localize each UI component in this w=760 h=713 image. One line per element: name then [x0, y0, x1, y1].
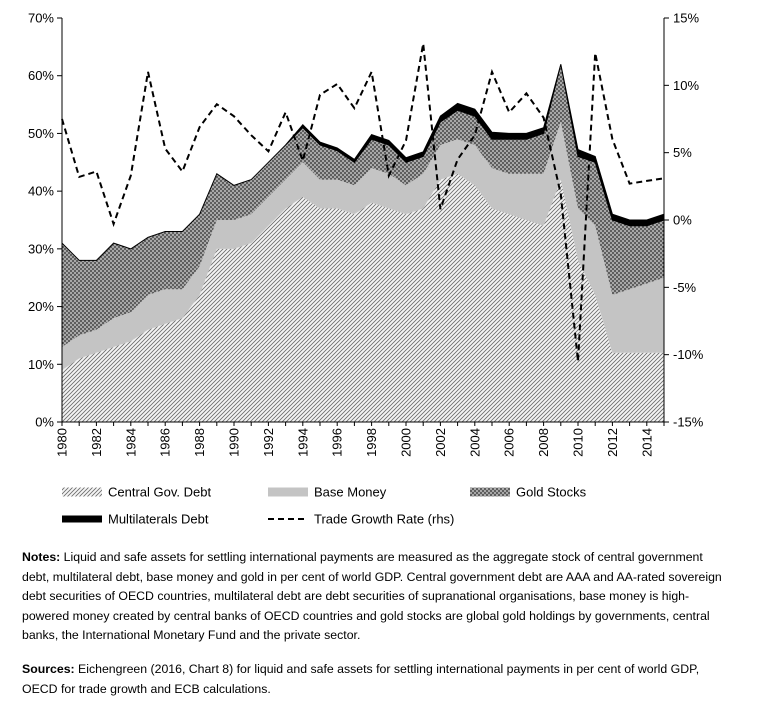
x-tick-label: 1988: [192, 428, 207, 457]
y-left-tick-label: 30%: [28, 241, 54, 256]
plot-area: [61, 43, 665, 422]
y-right-tick-label: -10%: [673, 347, 704, 362]
legend-item-gold: Gold Stocks: [470, 485, 587, 500]
y-left-tick-label: 60%: [28, 68, 54, 83]
notes-text: Liquid and safe assets for settling inte…: [22, 550, 722, 643]
y-right-tick-label: -15%: [673, 415, 704, 430]
legend-item-base: Base Money: [268, 485, 387, 500]
legend-item-trade: Trade Growth Rate (rhs): [268, 512, 454, 527]
x-tick-label: 2000: [399, 428, 414, 457]
x-tick-label: 1982: [89, 428, 104, 457]
legend-swatch: [268, 487, 308, 497]
legend-swatch: [62, 515, 102, 523]
x-tick-label: 2006: [502, 428, 517, 457]
notes-label: Notes:: [22, 550, 61, 564]
x-tick-label: 1980: [55, 428, 70, 457]
y-left-tick-label: 70%: [28, 11, 54, 26]
x-tick-label: 2002: [433, 428, 448, 457]
x-tick-label: 1984: [123, 428, 138, 457]
sources-text: Eichengreen (2016, Chart 8) for liquid a…: [22, 661, 700, 696]
notes-paragraph: Notes: Liquid and safe assets for settli…: [22, 548, 722, 646]
x-tick-label: 1992: [261, 428, 276, 457]
legend-label: Trade Growth Rate (rhs): [314, 512, 454, 527]
axes: 0% 10% 20% 30% 40% 50% 60% 70% -15% -10% -5% 0% 5% 10…: [28, 11, 704, 457]
sources-label: Sources:: [22, 661, 75, 676]
central-gov-debt-area: [62, 173, 664, 422]
x-tick-label: 1986: [158, 428, 173, 457]
notes-section: Notes: Liquid and safe assets for settli…: [22, 548, 722, 713]
y-right-tick-label: 15%: [673, 11, 699, 26]
x-tick-label: 2008: [536, 428, 551, 457]
legend-swatch: [62, 487, 102, 497]
x-tick-label: 2014: [639, 428, 654, 457]
legend-item-multi: Multilaterals Debt: [62, 512, 209, 527]
legend-label: Base Money: [314, 485, 387, 500]
y-left-tick-label: 20%: [28, 299, 54, 314]
legend-label: Gold Stocks: [516, 485, 587, 500]
y-right-tick-label: 10%: [673, 78, 699, 93]
x-tick-label: 2010: [571, 428, 586, 457]
y-left-tick-label: 40%: [28, 184, 54, 199]
x-tick-label: 1998: [364, 428, 379, 457]
legend-swatch: [470, 487, 510, 497]
legend: Central Gov. Debt Base Money Gold Stocks Mu…: [62, 485, 587, 527]
x-tick-label: 2004: [467, 428, 482, 457]
trade-growth-line: [61, 43, 665, 362]
y-left-tick-label: 10%: [28, 357, 54, 372]
y-left-tick-label: 0%: [35, 415, 54, 430]
x-tick-label: 1996: [330, 428, 345, 457]
chart: 0% 10% 20% 30% 40% 50% 60% 70% -15% -10% -5% 0% 5% 10…: [28, 11, 704, 527]
sources-paragraph: Sources: Eichengreen (2016, Chart 8) for…: [22, 660, 722, 699]
legend-label: Multilaterals Debt: [108, 512, 209, 527]
legend-item-central: Central Gov. Debt: [62, 485, 211, 500]
x-tick-label: 2012: [605, 428, 620, 457]
y-right-tick-label: 5%: [673, 145, 692, 160]
base-money-area: [62, 121, 664, 371]
x-tick-label: 1994: [295, 428, 310, 457]
y-left-tick-label: 50%: [28, 126, 54, 141]
legend-label: Central Gov. Debt: [108, 485, 211, 500]
y-right-tick-label: 0%: [673, 213, 692, 228]
x-tick-label: 1990: [227, 428, 242, 457]
y-right-tick-label: -5%: [673, 280, 697, 295]
